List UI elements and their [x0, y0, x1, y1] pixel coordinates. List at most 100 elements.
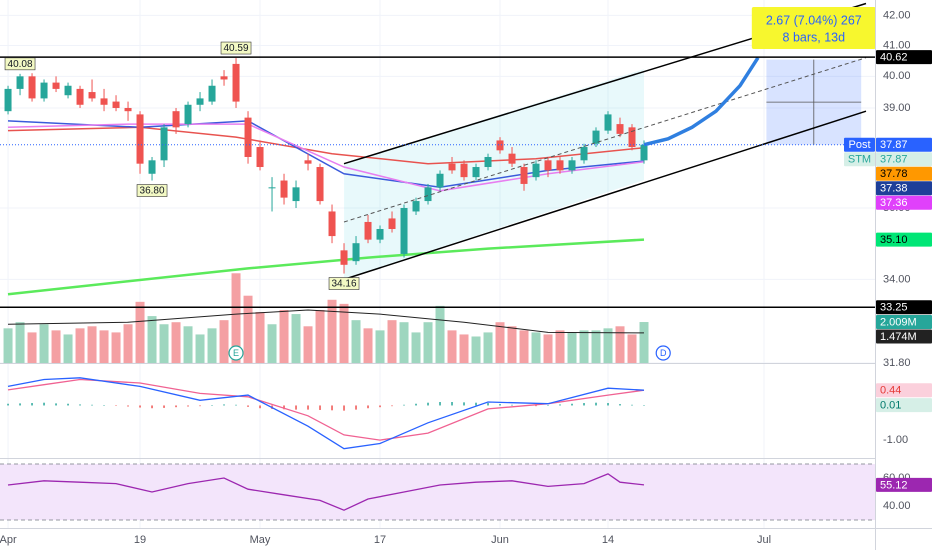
volume-bar [447, 330, 457, 363]
macd-histogram [403, 404, 405, 406]
macd-histogram [427, 402, 429, 406]
macd-histogram [199, 405, 201, 407]
price-tag-name: STM [848, 154, 871, 166]
volume-bar [423, 322, 433, 363]
candle-body [220, 76, 228, 80]
candle-body [16, 76, 24, 89]
macd-line [7, 377, 645, 450]
price-tag-name-box [844, 137, 875, 152]
volume-bar [3, 328, 13, 363]
price-tag-value: 2.009M [880, 316, 917, 328]
volume-bar [123, 324, 133, 363]
candle-body [76, 88, 84, 105]
candle-body [340, 250, 348, 265]
volume-bar [87, 326, 97, 363]
volume-bar [15, 322, 25, 363]
macd-histogram [259, 405, 261, 409]
macd-histogram [127, 405, 129, 407]
macd-histogram [643, 405, 645, 406]
y-tick-label: -1.00 [883, 434, 908, 446]
macd-histogram [355, 405, 357, 410]
candle-body [100, 98, 108, 105]
price-tag [876, 477, 932, 492]
candle-body [208, 85, 216, 102]
candle-body [388, 218, 396, 229]
candle-body [424, 187, 432, 202]
volume-bar [579, 330, 589, 363]
volume-bar [243, 295, 253, 363]
x-tick-label: 19 [134, 534, 146, 546]
macd-histogram [607, 403, 609, 406]
volume-bar [159, 324, 169, 363]
volume-bar [519, 330, 529, 363]
macd-histogram [487, 403, 489, 406]
macd-histogram [223, 404, 225, 406]
event-marker [655, 345, 671, 361]
volume-bar [219, 320, 229, 363]
macd-histogram [283, 405, 285, 410]
price-range-label: 2.67 (7.04%) 267 [766, 13, 862, 27]
volume-bar [279, 309, 289, 363]
candle-body [328, 211, 336, 237]
y-tick-label: 31.80 [883, 357, 911, 369]
macd-histogram [379, 405, 381, 408]
macd-histogram [475, 402, 477, 406]
candle-body [484, 156, 492, 168]
volume-bar [375, 330, 385, 363]
macd-histogram [247, 405, 249, 407]
candle-body [136, 114, 144, 164]
volume-bar [147, 316, 157, 363]
candle-body [628, 127, 636, 148]
candle-body [532, 163, 540, 178]
candle-body [112, 101, 120, 108]
macd-histogram [583, 403, 585, 406]
time-axis [0, 529, 875, 550]
event-label: D [660, 348, 667, 358]
y-tick-label: 42.00 [883, 9, 911, 21]
candle-body [448, 163, 456, 171]
volume-bar [339, 303, 349, 363]
volume-bar [183, 326, 193, 363]
rsi-line [7, 473, 645, 511]
high-low-box [328, 277, 360, 290]
high-low-label: 40.08 [8, 59, 33, 70]
candle-body [616, 124, 624, 134]
volume-bar [315, 309, 325, 363]
macd-histogram [295, 405, 297, 410]
price-tag-value: 37.87 [880, 139, 908, 151]
price-tag [876, 329, 932, 344]
price-tag [876, 137, 932, 152]
volume-bar [531, 332, 541, 363]
macd-signal [7, 378, 645, 441]
high-low-label: 40.59 [224, 43, 249, 54]
volume-bar [591, 330, 601, 363]
macd-histogram [499, 404, 501, 406]
macd-histogram [343, 405, 345, 411]
macd-histogram [571, 403, 573, 406]
volume-bar [615, 326, 625, 363]
macd-histogram [79, 404, 81, 406]
macd-histogram [367, 405, 369, 409]
macd-histogram [103, 405, 105, 406]
volume-bar [195, 334, 205, 363]
price-tag-name-box [844, 152, 875, 167]
volume-bar [267, 324, 277, 363]
macd-histogram [91, 404, 93, 406]
price-axis [875, 0, 932, 550]
candle-body [196, 98, 204, 105]
candle-body [364, 221, 372, 240]
moving-average [7, 238, 645, 296]
candle-body [124, 107, 132, 112]
macd-histogram [235, 404, 237, 406]
price-range-sublabel: 8 bars, 13d [783, 30, 846, 44]
candle-body [280, 180, 288, 198]
macd-histogram [55, 403, 57, 406]
volume-bar [483, 332, 493, 363]
macd-histogram [7, 403, 9, 406]
price-tag-value: 0.01 [880, 400, 901, 412]
high-low-label: 34.16 [332, 279, 357, 290]
volume-bar [495, 322, 505, 363]
candle-body [52, 82, 60, 89]
volume-bar [411, 332, 421, 363]
